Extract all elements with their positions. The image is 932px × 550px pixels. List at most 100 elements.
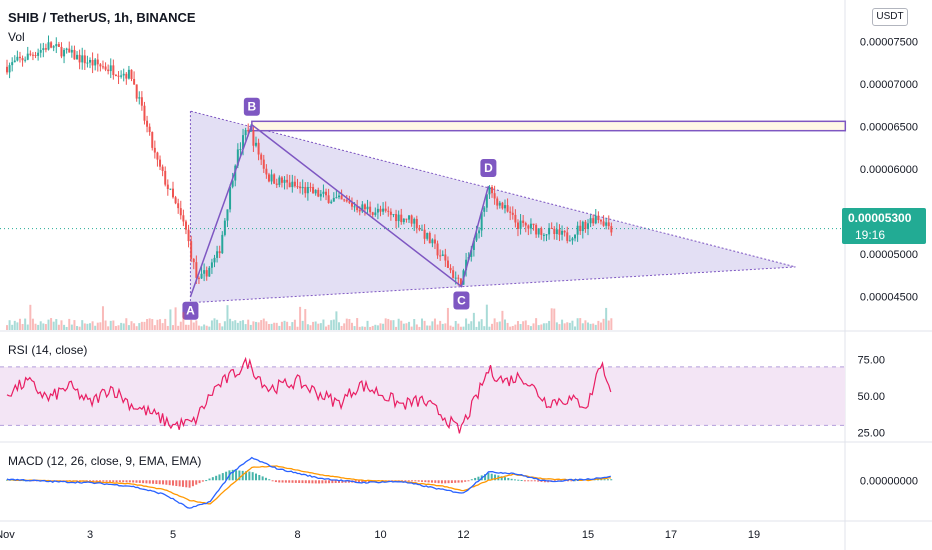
price-pane[interactable]: A B C D — [0, 35, 847, 320]
candle-body — [91, 59, 94, 66]
candle-body — [465, 259, 468, 271]
volume-bar — [402, 323, 405, 330]
volume-bar — [73, 320, 76, 330]
macd-histogram-bar — [447, 480, 450, 484]
volume-bar — [301, 320, 304, 330]
volume-bar — [439, 320, 442, 330]
volume-bar — [607, 320, 610, 330]
candle-body — [491, 186, 494, 194]
symbol-title[interactable]: SHIB / TetherUS, 1h, BINANCE — [8, 10, 196, 25]
macd-histogram-bar — [361, 480, 364, 483]
candle-body — [356, 206, 359, 211]
candle-body — [252, 130, 255, 146]
macd-histogram-bar — [314, 480, 317, 484]
volume-bar — [143, 321, 146, 330]
macd-histogram-bar — [162, 480, 165, 485]
volume-bar — [34, 323, 37, 330]
volume-bar — [322, 319, 325, 330]
candle-body — [146, 120, 149, 127]
candle-body — [304, 186, 307, 194]
volume-bar — [343, 323, 346, 330]
volume-bar — [426, 325, 429, 330]
volume-bar — [44, 324, 47, 330]
volume-bar — [197, 325, 200, 330]
candle-body — [501, 202, 504, 209]
macd-histogram-bar — [255, 473, 257, 481]
candle-body — [574, 234, 577, 239]
volume-bar — [498, 321, 501, 330]
candle-body — [529, 223, 532, 229]
volume-bar — [317, 323, 320, 330]
macd-histogram-bar — [102, 480, 105, 482]
macd-pane[interactable] — [6, 456, 613, 509]
macd-histogram-bar — [421, 480, 423, 482]
candle-body — [50, 42, 53, 48]
candle-body — [143, 105, 146, 121]
volume-bar — [226, 305, 229, 330]
volume-bar — [568, 322, 571, 330]
volume-bar — [156, 319, 159, 330]
volume-bar — [345, 318, 348, 330]
volume-bar — [267, 323, 270, 330]
time-tick-label: 8 — [294, 529, 300, 541]
macd-histogram-bar — [175, 480, 178, 487]
volume-bar — [135, 326, 138, 330]
macd-histogram-bar — [344, 480, 347, 483]
macd-histogram-bar — [424, 480, 427, 483]
macd-histogram-bar — [318, 480, 321, 484]
candle-body — [402, 218, 405, 223]
rsi-tick-label: 50.00 — [857, 391, 885, 403]
volume-bar — [405, 323, 408, 330]
candle-body — [410, 215, 413, 224]
candle-body — [156, 152, 159, 160]
volume-bar — [164, 318, 167, 330]
volume-bar — [161, 323, 164, 330]
volume-bar — [340, 325, 343, 330]
macd-histogram-bar — [125, 480, 128, 483]
candle-body — [122, 73, 125, 76]
volume-bar — [312, 321, 315, 330]
signal-line — [6, 465, 611, 505]
candle-body — [177, 203, 180, 209]
macd-histogram-bar — [208, 478, 211, 481]
time-tick-label: 3 — [87, 529, 93, 541]
candle-body — [13, 60, 16, 63]
macd-histogram-bar — [467, 480, 470, 482]
macd-histogram-bar — [404, 480, 407, 482]
volume-bar — [475, 326, 478, 330]
currency-button[interactable]: USDT — [872, 8, 908, 26]
volume-bar — [363, 326, 366, 330]
volume-bar — [29, 304, 32, 330]
macd-histogram-bar — [281, 480, 284, 483]
candle-body — [470, 250, 473, 258]
rsi-pane[interactable] — [0, 356, 845, 434]
candle-body — [498, 202, 501, 206]
volume-bar — [594, 324, 597, 330]
volume-bar — [190, 319, 193, 330]
volume-bar — [94, 325, 97, 330]
macd-histogram-bar — [92, 480, 95, 482]
macd-label[interactable]: MACD (12, 26, close, 9, EMA, EMA) — [8, 454, 202, 468]
candle-body — [418, 227, 421, 230]
volume-bar — [599, 322, 602, 330]
rsi-label[interactable]: RSI (14, close) — [8, 343, 88, 357]
volume-bar — [397, 318, 400, 330]
macd-histogram-bar — [278, 480, 281, 483]
volume-bar — [166, 325, 169, 330]
volume-bar — [428, 325, 431, 330]
candle-body — [101, 66, 104, 68]
candle-body — [63, 49, 66, 57]
candle-body — [317, 189, 320, 197]
macd-histogram-bar — [567, 480, 570, 482]
volume-bar — [587, 322, 589, 330]
macd-histogram-bar — [437, 480, 440, 484]
macd-histogram-bar — [205, 480, 208, 482]
macd-histogram-bar — [537, 480, 540, 482]
candle-body — [159, 159, 162, 167]
macd-histogram-bar — [341, 480, 344, 483]
candle-body — [306, 186, 309, 194]
volume-bar — [395, 326, 398, 330]
volume-bar — [356, 318, 359, 330]
candle-body — [81, 55, 84, 63]
volume-bar — [488, 326, 491, 330]
